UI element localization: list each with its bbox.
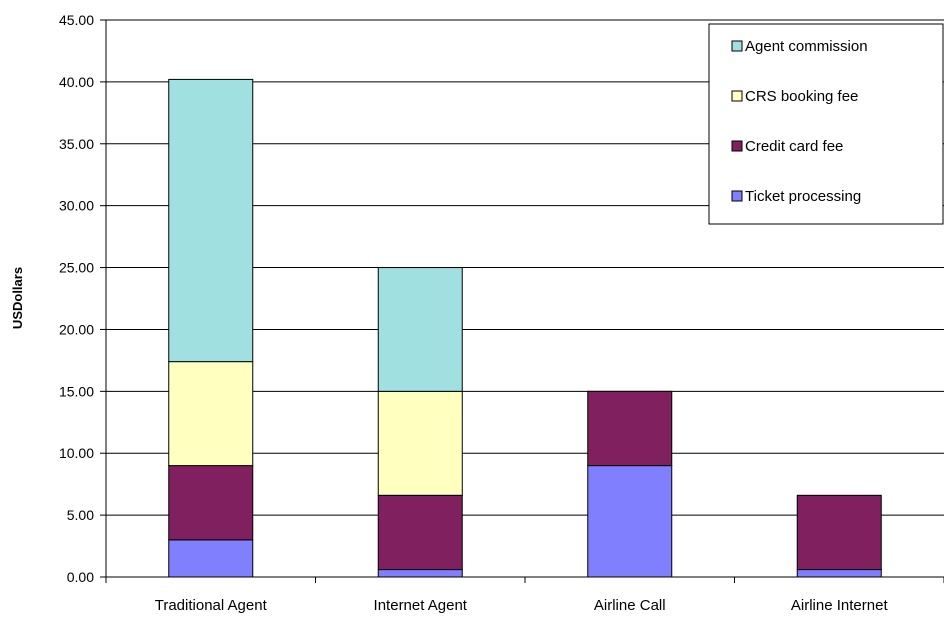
x-tick-label: Traditional Agent (155, 597, 268, 614)
bar-segment (168, 361, 254, 467)
legend-label: CRS booking fee (745, 88, 858, 105)
bars (168, 78, 882, 578)
bar-segment (796, 569, 882, 578)
y-tick-label: 30.00 (59, 198, 94, 214)
y-tick-label: 20.00 (59, 321, 94, 337)
legend-label: Credit card fee (745, 138, 843, 155)
y-tick-label: 15.00 (59, 383, 94, 399)
bar-segment (168, 465, 254, 541)
legend-swatch (731, 140, 743, 152)
legend: Agent commission CRS booking fee Credit ca… (708, 23, 944, 225)
legend-swatch (731, 190, 743, 202)
legend-swatch (731, 90, 743, 102)
y-tick-label: 25.00 (59, 260, 94, 276)
bar-segment (377, 494, 463, 571)
bar-segment (377, 390, 463, 496)
bar-segment (168, 78, 254, 363)
x-tick-label: Airline Internet (791, 597, 889, 614)
bar-segment (796, 494, 882, 571)
bar-segment (377, 267, 463, 392)
y-axis-label: USDollars (10, 267, 25, 329)
y-tick-label: 45.00 (59, 12, 94, 28)
y-tick-label: 0.00 (67, 569, 94, 585)
bar-segment (587, 465, 673, 578)
legend-swatch (731, 40, 743, 52)
bar-segment (168, 539, 254, 578)
x-tick-labels: Traditional Agent Internet Agent Airline C… (105, 577, 944, 614)
bar-segment (377, 569, 463, 578)
y-tick-label: 40.00 (59, 74, 94, 90)
x-tick-label: Airline Call (594, 597, 666, 614)
legend-box (708, 23, 944, 225)
legend-label: Ticket processing (745, 188, 861, 205)
bar-segment (587, 390, 673, 467)
legend-label: Agent commission (745, 38, 868, 55)
y-tick-labels: 0.00 5.00 10.00 15.00 20.00 25.00 30.00 35.00 40… (59, 12, 94, 585)
y-tick-label: 10.00 (59, 445, 94, 461)
y-tick-label: 5.00 (67, 507, 94, 523)
y-tick-label: 35.00 (59, 136, 94, 152)
x-tick-label: Internet Agent (374, 597, 468, 614)
